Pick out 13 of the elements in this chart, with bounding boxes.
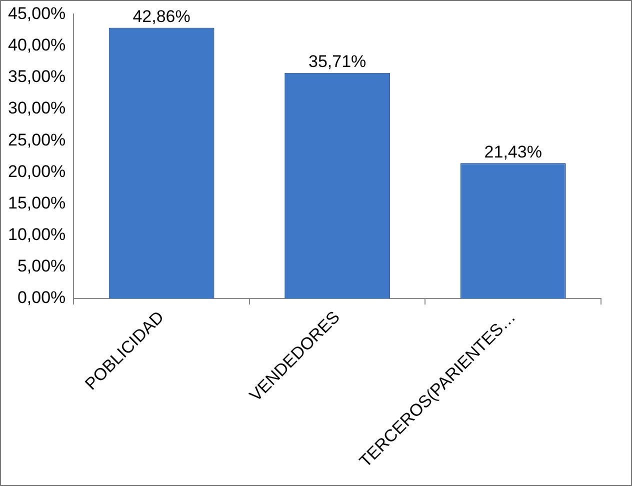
y-tick-label: 15,00% (8, 193, 66, 212)
y-tick-label: 0,00% (17, 288, 66, 308)
data-label: 35,71% (308, 52, 366, 72)
data-label: 42,86% (132, 6, 190, 26)
y-tick-label: 25,00% (8, 130, 66, 150)
y-tick-label: 10,00% (8, 225, 66, 244)
y-tick-label: 35,00% (8, 67, 66, 86)
data-label: 21,43% (484, 142, 542, 162)
y-tick-label: 45,00% (8, 4, 66, 23)
y-tick-label: 5,00% (17, 256, 66, 276)
y-tick-label: 20,00% (8, 162, 66, 181)
y-tick-label: 30,00% (8, 98, 66, 118)
y-tick-label: 40,00% (8, 35, 66, 54)
